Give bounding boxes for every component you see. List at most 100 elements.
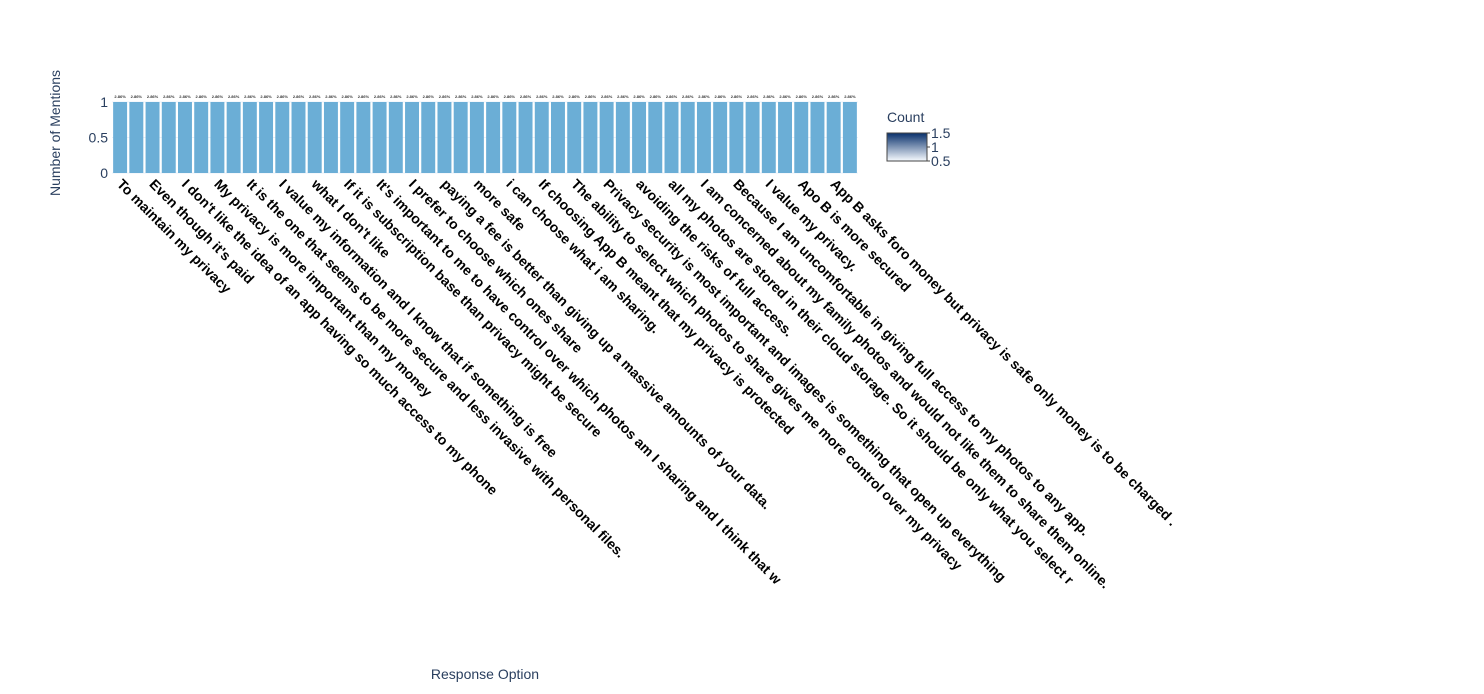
bar <box>421 102 436 173</box>
bar-value-label: 2.86% <box>260 94 272 99</box>
bar-value-label: 2.86% <box>585 94 597 99</box>
bar <box>794 102 809 173</box>
colorbar-tick-label: 0.5 <box>931 153 951 169</box>
x-tick-label: Privacy security is most important and i… <box>601 176 1010 585</box>
bar <box>242 102 257 173</box>
bar <box>437 102 452 173</box>
bar-value-label: 2.86% <box>617 94 629 99</box>
bar <box>696 102 711 173</box>
bar <box>502 102 517 173</box>
bar <box>259 102 274 173</box>
bar <box>194 102 209 173</box>
bar <box>648 102 663 173</box>
bar-value-label: 2.86% <box>552 94 564 99</box>
bar <box>356 102 371 173</box>
bar <box>178 102 192 173</box>
bar-value-label: 2.86% <box>828 94 840 99</box>
bar-value-label: 2.86% <box>277 94 289 99</box>
bar-value-label: 2.86% <box>666 94 678 99</box>
bar <box>372 102 387 173</box>
bar <box>664 102 679 173</box>
bar-value-label: 2.86% <box>504 94 516 99</box>
colorbar-tick-label: 1.5 <box>931 125 951 141</box>
bar-value-label: 2.86% <box>228 94 240 99</box>
colorbar-title: Count <box>887 109 924 125</box>
bar-value-label: 2.86% <box>714 94 726 99</box>
bar-value-label: 2.86% <box>471 94 483 99</box>
bar-value-label: 2.86% <box>325 94 337 99</box>
bar-value-label: 2.86% <box>698 94 710 99</box>
bar-value-label: 2.86% <box>796 94 808 99</box>
bar <box>210 102 225 173</box>
bar-value-label: 2.86% <box>844 94 856 99</box>
bar <box>469 102 484 173</box>
bar-value-label: 2.86% <box>406 94 418 99</box>
y-tick-label: 0 <box>100 165 108 181</box>
bar <box>486 102 501 173</box>
bar <box>810 102 825 173</box>
bar-value-label: 2.86% <box>601 94 613 99</box>
bar-value-label: 2.86% <box>390 94 402 99</box>
bar <box>567 102 582 173</box>
bar <box>453 102 468 173</box>
bar-value-label: 2.86% <box>763 94 775 99</box>
bar-value-label: 2.86% <box>569 94 581 99</box>
y-tick-label: 1 <box>100 94 108 110</box>
colorbar-tick-label: 1 <box>931 139 939 155</box>
bar <box>745 102 760 173</box>
bar <box>680 102 695 173</box>
bar <box>599 102 614 173</box>
bar-value-label: 2.86% <box>244 94 256 99</box>
bar-value-label: 2.86% <box>747 94 759 99</box>
x-tick-label: I am concerned about my family photos an… <box>698 176 1114 592</box>
bar-value-label: 2.86% <box>114 94 126 99</box>
bar-value-label: 2.86% <box>196 94 208 99</box>
bar <box>842 102 857 173</box>
bar-value-label: 2.86% <box>650 94 662 99</box>
bar-value-label: 2.86% <box>779 94 791 99</box>
bar <box>615 102 630 173</box>
bar-value-label: 2.86% <box>147 94 159 99</box>
bar-value-label: 2.86% <box>179 94 191 99</box>
bar <box>226 102 241 173</box>
bar <box>129 102 144 173</box>
bar <box>340 102 355 173</box>
bar <box>729 102 744 173</box>
bar <box>632 102 647 173</box>
y-axis-title: Number of Mentions <box>47 70 63 196</box>
bar-value-label: 2.86% <box>131 94 143 99</box>
bar-value-label: 2.86% <box>487 94 499 99</box>
bar <box>323 102 338 173</box>
bar-value-label: 2.86% <box>682 94 694 99</box>
colorbar <box>886 132 928 162</box>
bar-value-label: 2.86% <box>293 94 305 99</box>
bar-value-label: 2.86% <box>439 94 451 99</box>
y-tick-label: 0.5 <box>89 130 109 146</box>
bar <box>778 102 792 173</box>
bar <box>826 102 841 173</box>
bar <box>275 102 290 173</box>
bar <box>583 102 598 173</box>
bar-value-label: 2.86% <box>812 94 824 99</box>
bar-value-label: 2.86% <box>212 94 224 99</box>
bar-value-label: 2.86% <box>520 94 532 99</box>
bar <box>388 102 403 173</box>
bar <box>713 102 728 173</box>
bar-value-label: 2.86% <box>358 94 370 99</box>
bar-value-label: 2.86% <box>536 94 548 99</box>
bar <box>518 102 533 173</box>
bar <box>145 102 160 173</box>
bar-value-label: 2.86% <box>423 94 435 99</box>
bar <box>551 102 565 173</box>
bar-value-label: 2.86% <box>633 94 645 99</box>
bar <box>534 102 549 173</box>
bar <box>113 102 128 173</box>
bar <box>307 102 322 173</box>
bar-value-label: 2.86% <box>163 94 175 99</box>
bar <box>761 102 776 173</box>
bar-value-label: 2.86% <box>455 94 467 99</box>
bar <box>291 102 306 173</box>
bar <box>405 102 419 173</box>
bar-value-label: 2.86% <box>374 94 386 99</box>
